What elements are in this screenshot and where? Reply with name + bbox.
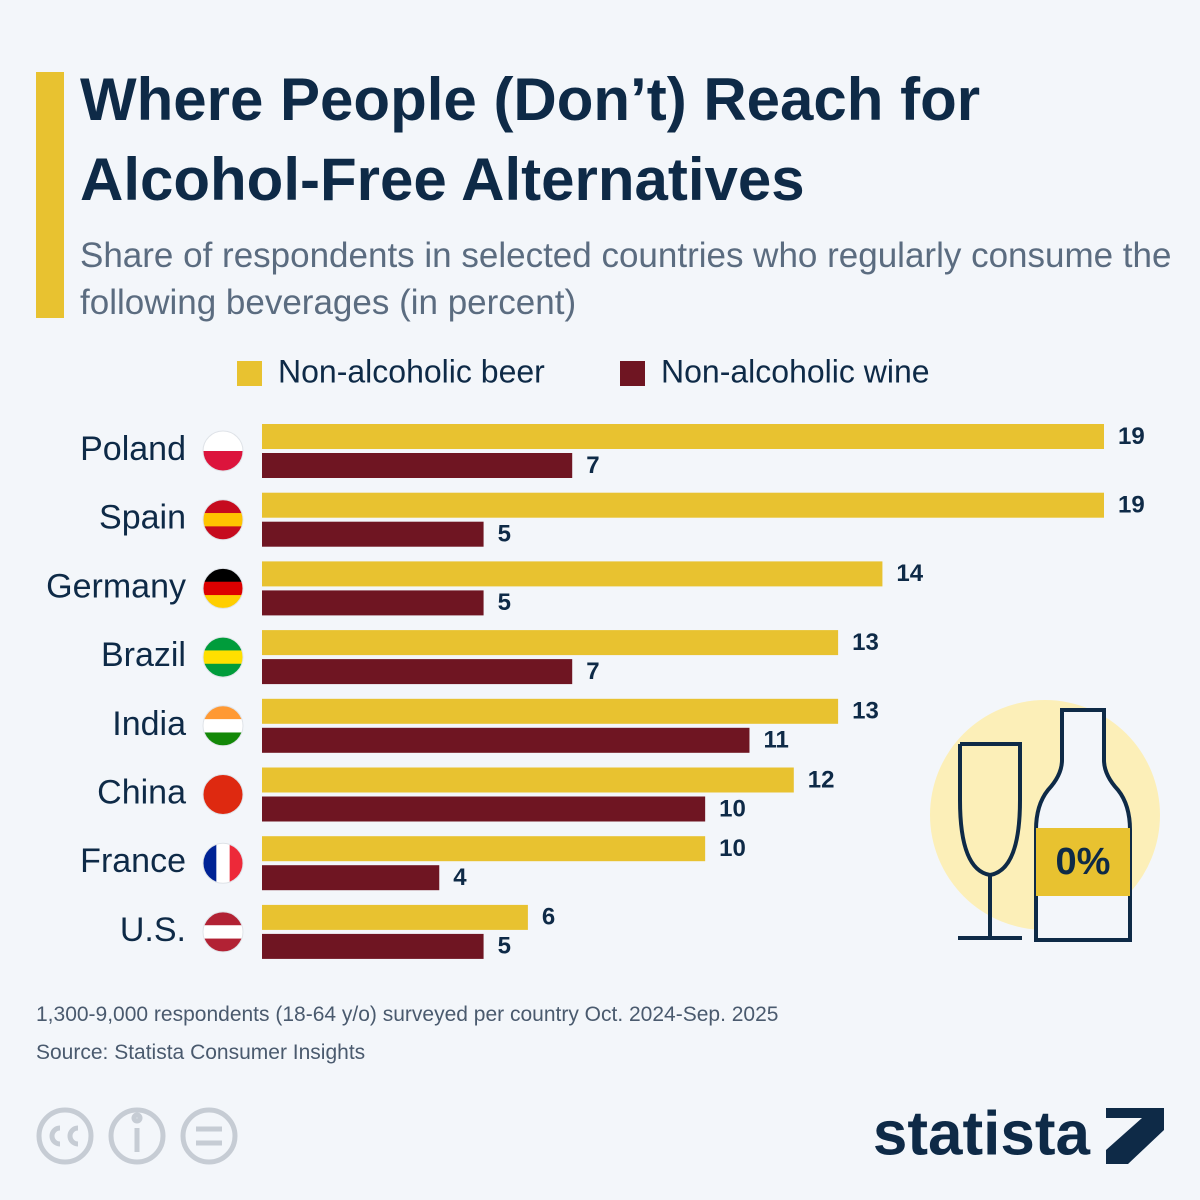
flag-stripe <box>203 774 243 795</box>
flag-stripe <box>203 595 243 609</box>
flag-stripe <box>203 925 243 940</box>
flag <box>203 843 243 884</box>
category-label: Spain <box>99 499 186 537</box>
flag-stripe <box>203 732 243 746</box>
flag-stripe <box>203 581 243 596</box>
bar <box>262 590 484 616</box>
value-label: 12 <box>808 766 835 793</box>
value-label: 10 <box>719 795 746 822</box>
flag-stripe <box>203 843 217 884</box>
bar <box>262 659 573 685</box>
value-label: 13 <box>852 698 879 725</box>
chart-title: Where People (Don’t) Reach for Alcohol-F… <box>80 66 981 213</box>
flag-stripe <box>203 526 243 540</box>
flag-outline <box>202 911 244 953</box>
flag-stripe <box>203 705 243 720</box>
flag-stripe <box>203 911 243 926</box>
flag-stripe <box>203 568 243 583</box>
source: Source: Statista Consumer Insights <box>36 1041 366 1064</box>
flag-stripe <box>203 637 243 651</box>
value-label: 4 <box>453 864 467 891</box>
bar <box>262 767 794 793</box>
flag-stripe <box>203 451 243 471</box>
flag-stripe <box>203 938 243 952</box>
flag-stripe <box>203 513 243 527</box>
category-label: China <box>97 773 186 811</box>
value-label: 7 <box>586 452 599 479</box>
bar <box>262 698 839 724</box>
brand-logo <box>1106 1108 1164 1164</box>
bar <box>262 492 1104 518</box>
flag-outline <box>202 499 244 541</box>
bar <box>262 521 484 547</box>
flag <box>203 431 243 471</box>
flag-outline <box>202 567 244 609</box>
category-label: Germany <box>46 567 186 605</box>
category-label: Brazil <box>101 636 186 674</box>
flag <box>203 568 243 609</box>
bar <box>262 836 706 862</box>
flag-outline <box>202 636 244 678</box>
value-label: 5 <box>498 589 511 616</box>
bar <box>262 865 440 891</box>
illustration: 0% <box>930 700 1160 942</box>
category-label: U.S. <box>120 911 186 949</box>
footnote: 1,300-9,000 respondents (18-64 y/o) surv… <box>36 1003 779 1026</box>
legend-label: Non-alcoholic beer <box>278 353 545 389</box>
flag <box>203 499 243 540</box>
bar <box>262 727 750 753</box>
accent-bar <box>36 72 64 318</box>
flag-stripe <box>203 663 243 678</box>
flag-outline <box>202 774 244 815</box>
flag <box>203 774 243 815</box>
flag-stripe <box>203 431 243 452</box>
legend-label: Non-alcoholic wine <box>661 353 930 389</box>
category-label: India <box>112 705 186 743</box>
value-label: 14 <box>896 560 923 587</box>
illustration-label: 0% <box>1056 841 1111 883</box>
value-label: 7 <box>586 658 599 685</box>
flag <box>203 911 243 952</box>
bar <box>262 561 883 587</box>
value-label: 10 <box>719 835 746 862</box>
bar <box>262 933 484 959</box>
flag-stripe <box>203 719 243 733</box>
bar <box>262 904 528 930</box>
flag <box>203 705 243 746</box>
value-label: 19 <box>1118 423 1145 450</box>
flag-stripe <box>203 794 243 815</box>
brand: statista <box>873 1099 1091 1168</box>
flag-stripe <box>203 499 243 514</box>
bar <box>262 453 573 478</box>
flag-stripe <box>229 843 243 884</box>
bar <box>262 630 839 656</box>
value-label: 5 <box>498 521 511 548</box>
value-label: 6 <box>542 904 555 931</box>
value-label: 13 <box>852 629 879 656</box>
flag-outline <box>202 705 244 747</box>
chart-subtitle: Share of respondents in selected countri… <box>80 236 1172 322</box>
flag-outline <box>202 430 244 472</box>
category-label: France <box>80 842 186 880</box>
flag <box>203 637 243 678</box>
flag-stripe <box>216 843 231 884</box>
legend-swatch <box>620 361 645 386</box>
flag-outline <box>202 842 244 884</box>
bar <box>262 424 1104 449</box>
cc-icons <box>36 1107 238 1165</box>
bar <box>262 796 706 822</box>
value-label: 11 <box>763 727 788 754</box>
legend-swatch <box>237 361 262 386</box>
flag-stripe <box>203 650 243 665</box>
value-label: 19 <box>1118 492 1145 519</box>
category-label: Poland <box>80 430 186 468</box>
value-label: 5 <box>498 933 511 960</box>
